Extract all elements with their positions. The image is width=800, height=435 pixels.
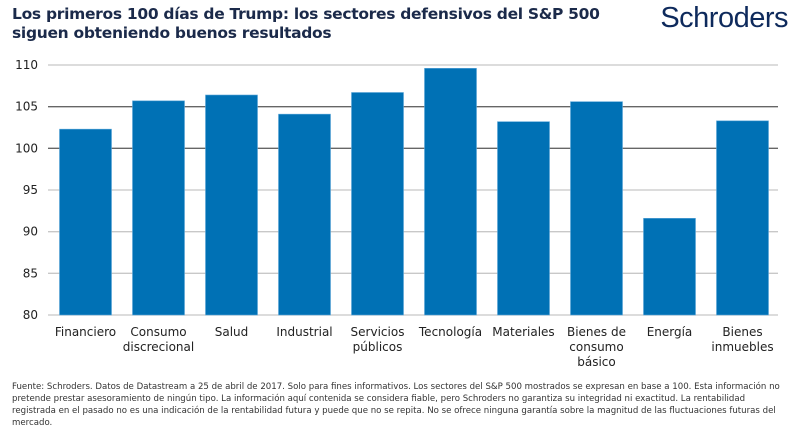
bar (424, 68, 477, 316)
bar (205, 94, 258, 316)
y-tick-label: 110 (15, 58, 38, 72)
x-category-label: discrecional (123, 340, 194, 354)
y-tick-label: 85 (23, 266, 38, 280)
bar (59, 128, 112, 316)
y-tick-label: 100 (15, 141, 38, 155)
x-category-label: Consumo (130, 325, 186, 339)
x-category-label: Bienes de (567, 325, 626, 339)
x-category-label: públicos (353, 340, 403, 354)
chart-title: Los primeros 100 días de Trump: los sect… (12, 5, 600, 42)
y-tick-label: 90 (23, 225, 38, 239)
x-category-label: inmuebles (711, 340, 773, 354)
x-category-label: Salud (215, 325, 249, 339)
x-category-label: Energía (647, 325, 693, 339)
bar (570, 101, 623, 316)
y-tick-label: 95 (23, 183, 38, 197)
x-category-label: Industrial (276, 325, 332, 339)
y-tick-label: 105 (15, 100, 38, 114)
x-category-label: Servicios (351, 325, 405, 339)
schroders-logo: Schroders (660, 2, 788, 34)
bar (497, 121, 550, 316)
bar-chart: 80 85 90 95 100 105 110 Financiero Consumodiscre… (15, 58, 778, 369)
bar (278, 113, 331, 316)
y-tick-label: 80 (23, 308, 38, 322)
x-category-label: consumo (569, 340, 623, 354)
bar (716, 120, 769, 316)
x-category-label: básico (577, 355, 616, 369)
bar (643, 218, 696, 316)
bar (351, 92, 404, 316)
bar (132, 100, 185, 316)
x-category-label: Financiero (55, 325, 116, 339)
x-category-label: Bienes (722, 325, 762, 339)
footer-disclaimer: Fuente: Schroders. Datos de Datastream a… (12, 382, 780, 428)
x-category-label: Tecnología (418, 325, 482, 339)
x-category-label: Materiales (492, 325, 554, 339)
